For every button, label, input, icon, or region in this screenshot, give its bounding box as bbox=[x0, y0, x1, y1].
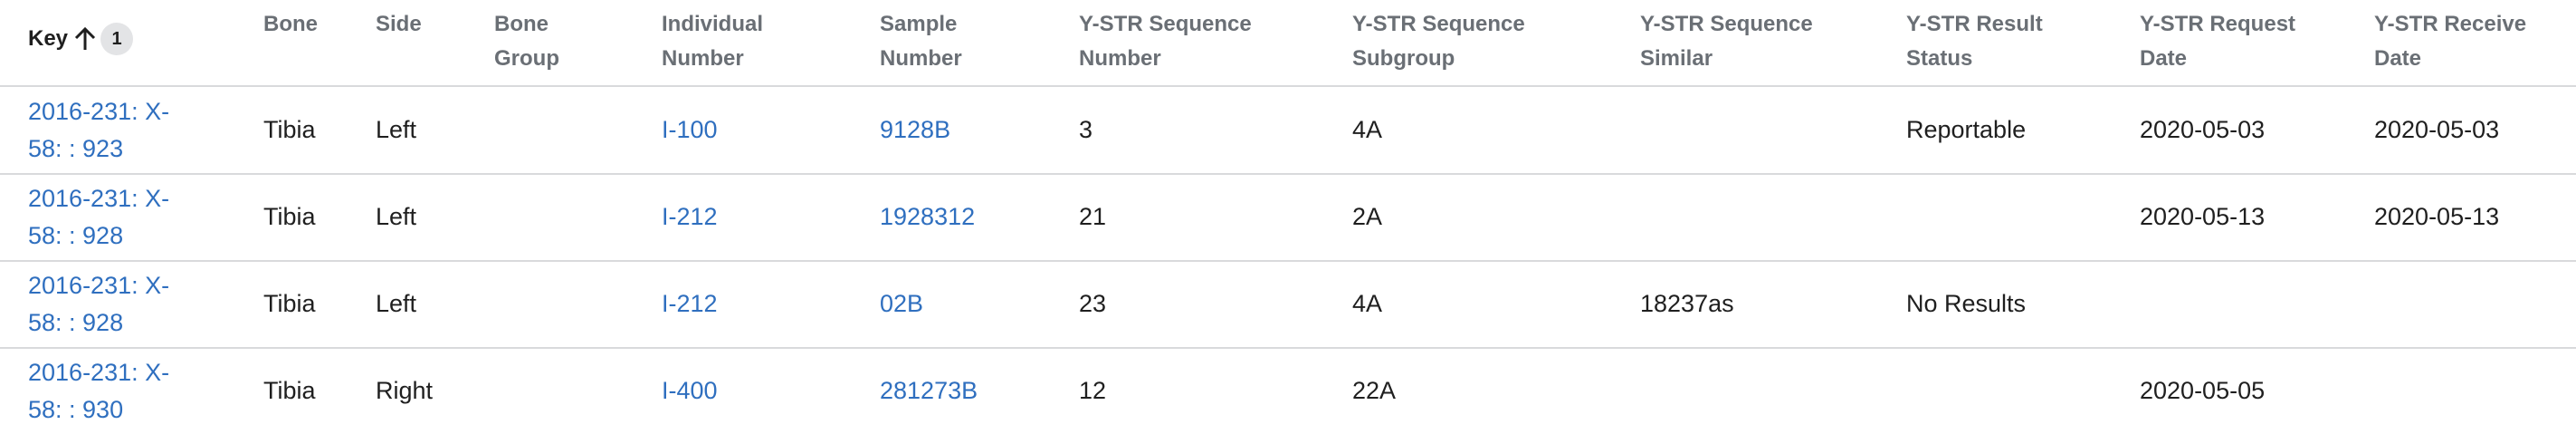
table-row: 2016-231: X- 58: : 928 Tibia Left I-212 … bbox=[0, 261, 2576, 349]
column-header-ystr-request-date[interactable]: Y-STR Request Date bbox=[2140, 12, 2296, 71]
table-row: 2016-231: X- 58: : 928 Tibia Left I-212 … bbox=[0, 174, 2576, 262]
sample-number-link[interactable]: 02B bbox=[880, 290, 924, 317]
table-row: 2016-231: X- 58: : 930 Tibia Right I-400… bbox=[0, 348, 2576, 434]
side-cell: Left bbox=[376, 116, 417, 143]
bone-cell: Tibia bbox=[263, 116, 316, 143]
ystr-request-date-cell: 2020-05-05 bbox=[2140, 377, 2266, 404]
column-header-side[interactable]: Side bbox=[376, 12, 422, 36]
table-row: 2016-231: X- 58: : 923 Tibia Left I-100 … bbox=[0, 87, 2576, 175]
sort-order-badge: 1 bbox=[100, 23, 134, 55]
column-header-sample-number[interactable]: Sample Number bbox=[880, 12, 962, 71]
sample-number-link[interactable]: 9128B bbox=[880, 116, 951, 143]
sample-number-link[interactable]: 1928312 bbox=[880, 203, 976, 230]
arrow-up-icon[interactable] bbox=[73, 25, 97, 53]
sample-number-link[interactable]: 281273B bbox=[880, 377, 978, 404]
ystr-request-date-cell: 2020-05-13 bbox=[2140, 203, 2266, 230]
bone-cell: Tibia bbox=[263, 290, 316, 317]
ystr-sequence-number-cell: 3 bbox=[1079, 116, 1093, 143]
column-header-ystr-sequence-similar[interactable]: Y-STR Sequence Similar bbox=[1640, 12, 1813, 71]
column-header-key[interactable]: Key 1 bbox=[28, 22, 134, 56]
individual-number-link[interactable]: I-212 bbox=[662, 203, 718, 230]
side-cell: Left bbox=[376, 203, 417, 230]
ystr-result-status-cell: Reportable bbox=[1906, 116, 2027, 143]
ystr-sequence-subgroup-cell: 4A bbox=[1352, 116, 1383, 143]
ystr-receive-date-cell: 2020-05-13 bbox=[2374, 203, 2500, 230]
individual-number-link[interactable]: I-400 bbox=[662, 377, 718, 404]
ystr-sequence-subgroup-cell: 4A bbox=[1352, 290, 1383, 317]
ystr-request-date-cell: 2020-05-03 bbox=[2140, 116, 2266, 143]
ystr-sequence-number-cell: 23 bbox=[1079, 290, 1107, 317]
individual-number-link[interactable]: I-212 bbox=[662, 290, 718, 317]
ystr-sequence-similar-cell: 18237as bbox=[1640, 290, 1734, 317]
ystr-sequence-number-cell: 21 bbox=[1079, 203, 1107, 230]
ystr-sequence-subgroup-cell: 2A bbox=[1352, 203, 1383, 230]
ystr-result-status-cell: No Results bbox=[1906, 290, 2027, 317]
ystr-receive-date-cell: 2020-05-03 bbox=[2374, 116, 2500, 143]
individual-number-link[interactable]: I-100 bbox=[662, 116, 718, 143]
key-link[interactable]: 2016-231: X- 58: : 928 bbox=[28, 184, 170, 249]
column-header-ystr-sequence-subgroup[interactable]: Y-STR Sequence Subgroup bbox=[1352, 12, 1525, 71]
column-header-individual-number[interactable]: Individual Number bbox=[662, 12, 764, 71]
key-link[interactable]: 2016-231: X- 58: : 923 bbox=[28, 97, 170, 162]
key-link[interactable]: 2016-231: X- 58: : 930 bbox=[28, 358, 170, 423]
bone-cell: Tibia bbox=[263, 203, 316, 230]
bone-cell: Tibia bbox=[263, 377, 316, 404]
ystr-sequence-subgroup-cell: 22A bbox=[1352, 377, 1397, 404]
side-cell: Right bbox=[376, 377, 434, 404]
key-link[interactable]: 2016-231: X- 58: : 928 bbox=[28, 271, 170, 336]
side-cell: Left bbox=[376, 290, 417, 317]
column-header-ystr-sequence-number[interactable]: Y-STR Sequence Number bbox=[1079, 12, 1252, 71]
column-header-bone-group[interactable]: Bone Group bbox=[494, 12, 559, 71]
table-header: Key 1 Bone Side Bone Group Individual Nu… bbox=[0, 0, 2576, 87]
ystr-sequence-number-cell: 12 bbox=[1079, 377, 1107, 404]
column-header-bone[interactable]: Bone bbox=[263, 12, 318, 36]
column-header-ystr-receive-date[interactable]: Y-STR Receive Date bbox=[2374, 12, 2527, 71]
column-header-label: Key bbox=[28, 26, 69, 51]
column-header-ystr-result-status[interactable]: Y-STR Result Status bbox=[1906, 12, 2043, 71]
